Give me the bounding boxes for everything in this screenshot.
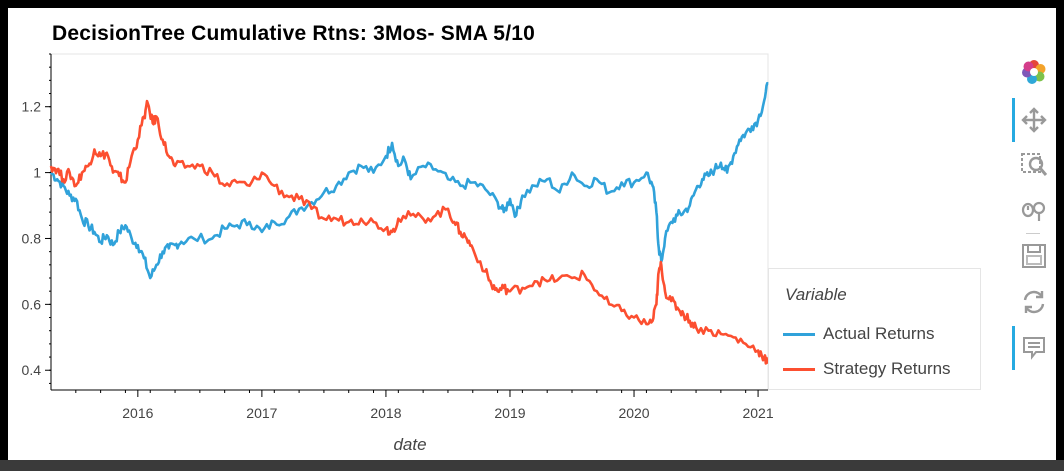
legend-swatch-actual [783, 332, 815, 336]
x-tick-label: 2021 [742, 405, 773, 421]
legend-label-strategy: Strategy Returns [823, 359, 951, 378]
wheel-zoom-icon[interactable] [1018, 194, 1050, 226]
legend-item-actual-returns[interactable]: Actual Returns [783, 323, 935, 345]
x-tick-label: 2016 [122, 405, 153, 421]
legend-item-strategy-returns[interactable]: Strategy Returns [783, 358, 951, 380]
toolbar-separator [1026, 233, 1040, 234]
y-tick-label: 0.6 [22, 296, 42, 312]
plot-frame [50, 53, 769, 391]
series-line-strategy-returns[interactable] [49, 99, 770, 365]
y-tick-label: 0.4 [22, 362, 42, 378]
legend-label-actual: Actual Returns [823, 324, 935, 343]
legend: Variable Actual Returns Strategy Returns [768, 268, 981, 390]
box-zoom-icon[interactable] [1018, 148, 1050, 180]
active-indicator-hover [1012, 326, 1015, 370]
x-tick-label: 2017 [246, 405, 277, 421]
legend-swatch-strategy [783, 367, 815, 371]
chart-container: 0.4 0.6 0.8 1 1.2 2016 2017 2018 2019 2020 2021 da… [8, 8, 1056, 460]
reset-icon[interactable] [1018, 286, 1050, 318]
tick-labels: 0.4 0.6 0.8 1 1.2 2016 2017 2018 2019 2020 2021 [22, 99, 774, 421]
bokeh-logo-icon[interactable] [1018, 56, 1050, 88]
x-tick-label: 2019 [494, 405, 525, 421]
y-tick-label: 0.8 [22, 230, 42, 246]
pan-icon[interactable] [1018, 104, 1050, 136]
chart-title: DecisionTree Cumulative Rtns: 3Mos- SMA … [52, 22, 535, 45]
y-tick-label: 1 [33, 165, 41, 181]
legend-title: Variable [785, 285, 847, 304]
axes [45, 53, 769, 397]
active-indicator-pan [1012, 98, 1015, 142]
y-tick-label: 1.2 [22, 99, 42, 115]
x-axis-label: date [393, 435, 426, 454]
series-line-actual-returns[interactable] [50, 81, 769, 280]
bokeh-toolbar [1010, 48, 1056, 378]
x-tick-label: 2018 [370, 405, 401, 421]
save-icon[interactable] [1018, 240, 1050, 272]
series-lines [49, 81, 770, 365]
window-bottom-bar [0, 460, 1064, 471]
hover-icon[interactable] [1018, 332, 1050, 364]
plot-area[interactable]: 0.4 0.6 0.8 1 1.2 2016 2017 2018 2019 2020 2021 da… [8, 8, 1056, 460]
x-tick-label: 2020 [618, 405, 649, 421]
